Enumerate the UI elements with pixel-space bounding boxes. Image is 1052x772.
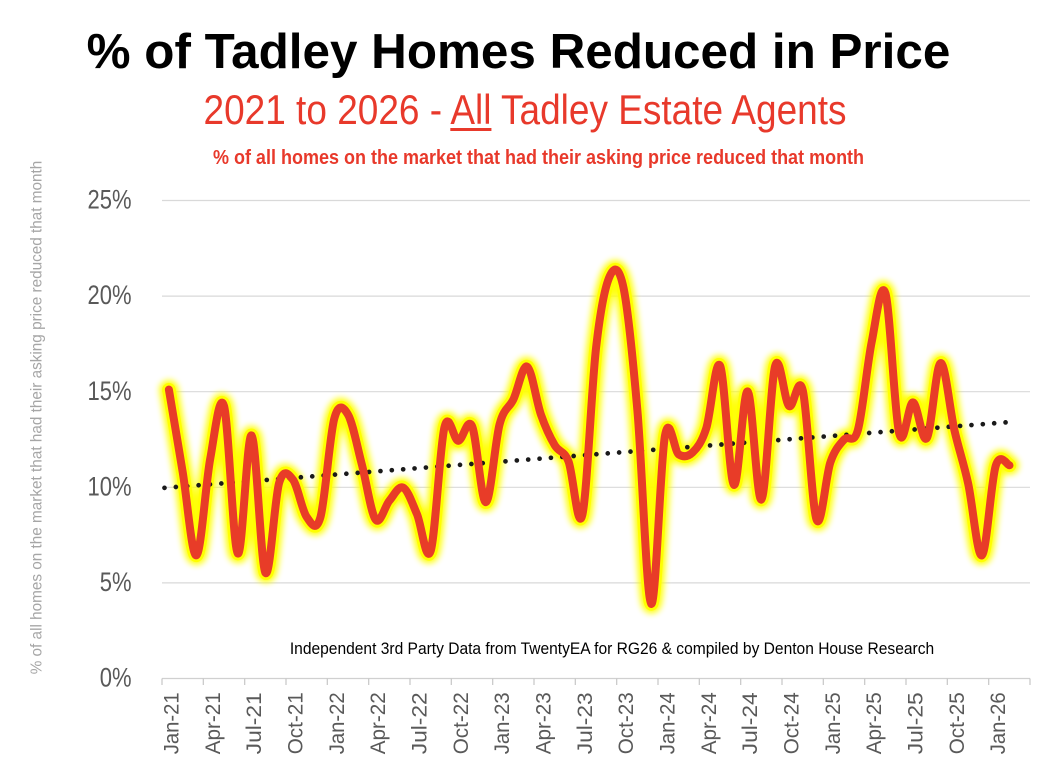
svg-text:Apr-24: Apr-24 xyxy=(698,692,721,754)
svg-text:25%: 25% xyxy=(87,186,131,215)
svg-text:Jul-23: Jul-23 xyxy=(574,692,597,754)
svg-text:Apr-22: Apr-22 xyxy=(367,692,390,754)
svg-text:Jul-25: Jul-25 xyxy=(905,692,928,754)
svg-text:0%: 0% xyxy=(100,664,132,693)
svg-text:Oct-25: Oct-25 xyxy=(946,692,969,754)
svg-text:Jan-23: Jan-23 xyxy=(491,692,514,754)
svg-text:Apr-21: Apr-21 xyxy=(202,692,225,754)
svg-text:Jan-26: Jan-26 xyxy=(987,692,1010,754)
svg-text:20%: 20% xyxy=(87,281,131,310)
svg-text:Oct-24: Oct-24 xyxy=(781,692,804,754)
svg-text:10%: 10% xyxy=(87,473,131,502)
svg-text:Oct-21: Oct-21 xyxy=(285,692,308,754)
svg-text:Jan-25: Jan-25 xyxy=(822,692,845,754)
svg-text:Jul-24: Jul-24 xyxy=(739,692,762,754)
svg-text:Apr-23: Apr-23 xyxy=(533,692,556,754)
svg-text:Oct-23: Oct-23 xyxy=(615,692,638,754)
svg-text:Jul-22: Jul-22 xyxy=(409,692,432,754)
svg-text:Apr-25: Apr-25 xyxy=(863,692,886,754)
svg-text:5%: 5% xyxy=(100,568,132,597)
svg-text:15%: 15% xyxy=(87,377,131,406)
svg-text:Jan-21: Jan-21 xyxy=(161,692,184,754)
svg-text:Jul-21: Jul-21 xyxy=(243,692,266,754)
svg-text:Jan-24: Jan-24 xyxy=(657,692,680,754)
svg-text:Oct-22: Oct-22 xyxy=(450,692,473,754)
svg-text:Jan-22: Jan-22 xyxy=(326,692,349,754)
